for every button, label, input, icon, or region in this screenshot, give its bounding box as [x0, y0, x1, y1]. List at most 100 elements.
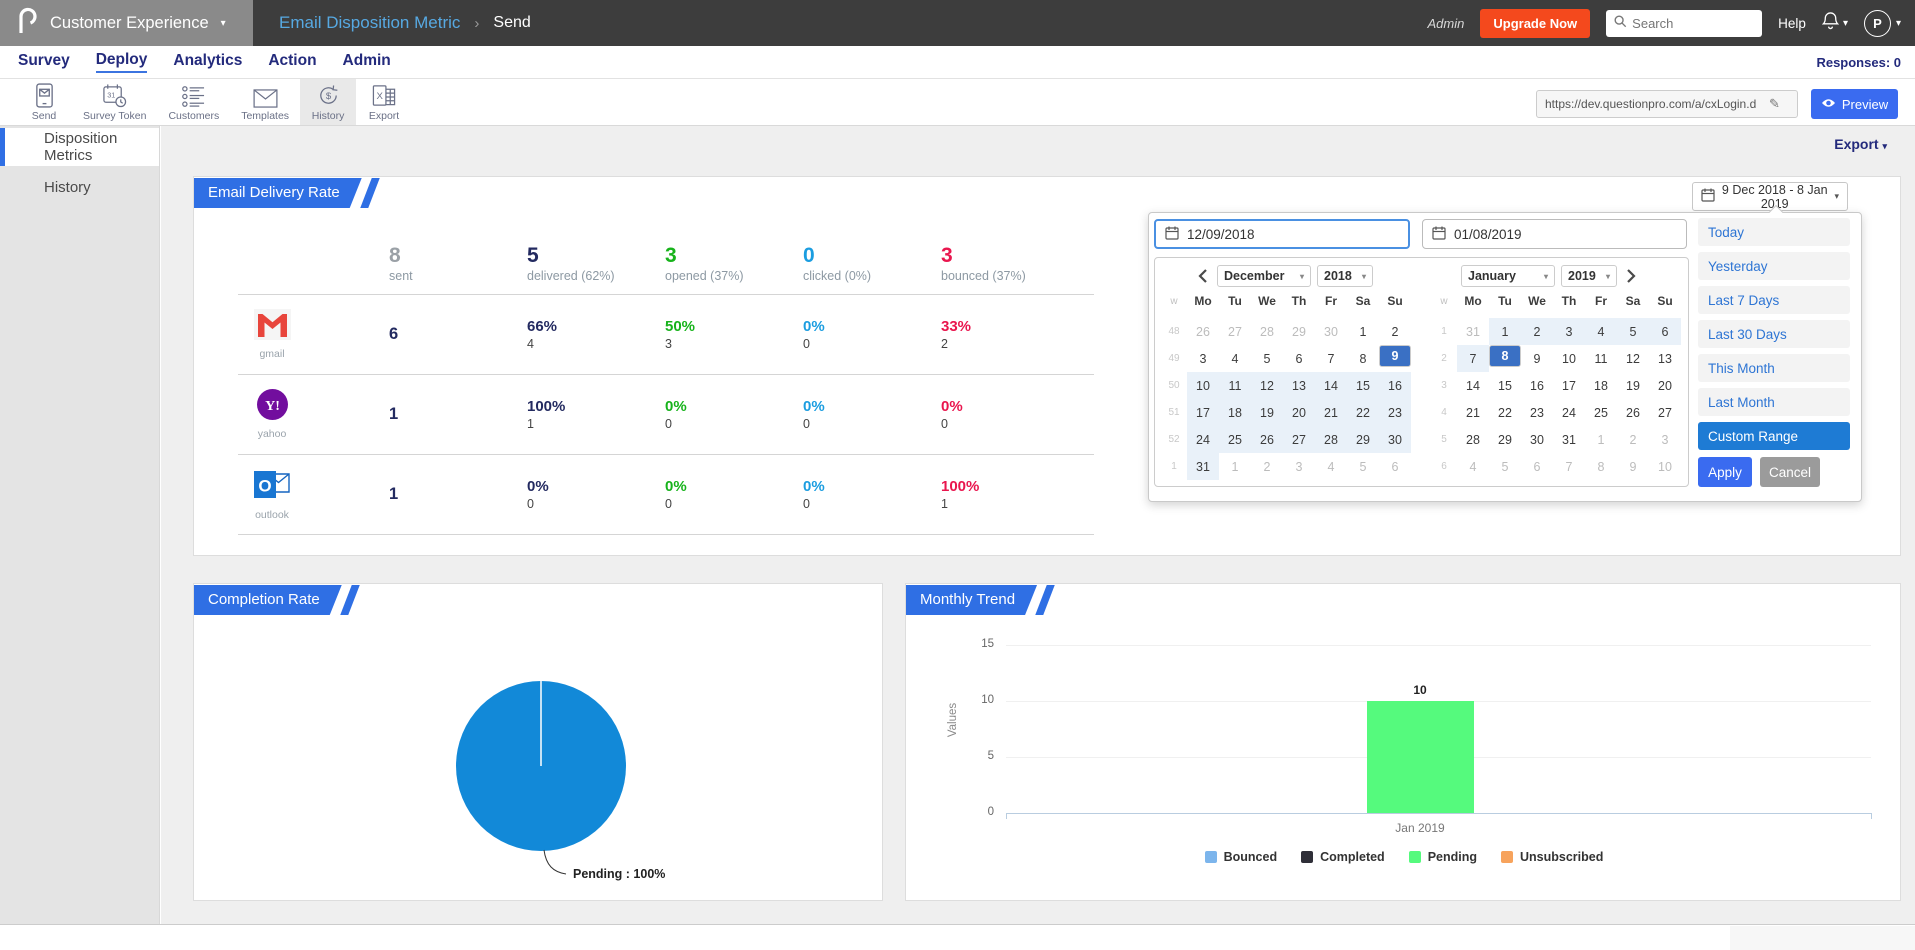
day-cell[interactable]: 7: [1565, 459, 1573, 474]
day-cell[interactable]: 1: [1489, 318, 1521, 345]
day-cell[interactable]: 28: [1466, 432, 1480, 447]
legend-item-completed[interactable]: Completed: [1301, 850, 1385, 864]
day-cell[interactable]: 26: [1251, 426, 1283, 453]
day-cell[interactable]: 25: [1219, 426, 1251, 453]
quick-range-today[interactable]: Today: [1698, 218, 1850, 246]
nav-action[interactable]: Action: [268, 52, 317, 69]
day-cell[interactable]: 30: [1379, 426, 1411, 453]
day-cell[interactable]: 29: [1498, 432, 1512, 447]
day-cell[interactable]: 28: [1315, 426, 1347, 453]
day-cell[interactable]: 8: [1359, 351, 1367, 366]
month-select[interactable]: January ▾: [1461, 265, 1555, 287]
day-cell[interactable]: 2: [1521, 318, 1553, 345]
day-cell[interactable]: 22: [1347, 399, 1379, 426]
toolbar-customers[interactable]: Customers: [157, 79, 230, 125]
day-cell[interactable]: 31: [1466, 324, 1480, 339]
day-cell[interactable]: 3: [1199, 351, 1207, 366]
help-link[interactable]: Help: [1778, 15, 1806, 31]
toolbar-export[interactable]: X Export: [356, 79, 412, 125]
cancel-button[interactable]: Cancel: [1760, 457, 1820, 487]
day-cell[interactable]: 15: [1498, 378, 1512, 393]
day-cell[interactable]: 9: [1533, 351, 1541, 366]
legend-item-bounced[interactable]: Bounced: [1204, 850, 1277, 864]
day-cell[interactable]: 30: [1530, 432, 1544, 447]
day-cell[interactable]: 3: [1661, 432, 1669, 447]
header-search[interactable]: [1606, 9, 1763, 37]
day-cell[interactable]: 31: [1187, 453, 1219, 480]
toolbar-templates[interactable]: Templates: [230, 79, 300, 125]
day-cell[interactable]: 4: [1585, 318, 1617, 345]
day-cell[interactable]: 24: [1562, 405, 1576, 420]
year-select[interactable]: 2018 ▾: [1317, 265, 1373, 287]
start-date-input[interactable]: 12/09/2018: [1154, 219, 1410, 249]
day-cell[interactable]: 2: [1629, 432, 1637, 447]
quick-range-last-month[interactable]: Last Month: [1698, 388, 1850, 416]
sidebar-item-disposition-metrics[interactable]: Disposition Metrics: [0, 128, 159, 166]
day-cell[interactable]: 17: [1187, 399, 1219, 426]
day-cell[interactable]: 13: [1283, 372, 1315, 399]
day-cell[interactable]: 11: [1594, 351, 1608, 366]
quick-range-last-7-days[interactable]: Last 7 Days: [1698, 286, 1850, 314]
day-cell[interactable]: 18: [1219, 399, 1251, 426]
day-cell[interactable]: 26: [1626, 405, 1640, 420]
day-cell[interactable]: 5: [1359, 459, 1367, 474]
day-cell[interactable]: 5: [1501, 459, 1509, 474]
day-cell[interactable]: 8: [1489, 345, 1521, 367]
day-cell[interactable]: 24: [1187, 426, 1219, 453]
day-cell[interactable]: 29: [1292, 324, 1306, 339]
day-cell[interactable]: 15: [1347, 372, 1379, 399]
day-cell[interactable]: 6: [1391, 459, 1399, 474]
notifications-button[interactable]: ▾: [1821, 11, 1848, 35]
day-cell[interactable]: 8: [1597, 459, 1605, 474]
quick-range-this-month[interactable]: This Month: [1698, 354, 1850, 382]
legend-item-unsubscribed[interactable]: Unsubscribed: [1501, 850, 1603, 864]
prev-month-arrow[interactable]: [1195, 269, 1211, 283]
quick-range-last-30-days[interactable]: Last 30 Days: [1698, 320, 1850, 348]
day-cell[interactable]: 16: [1379, 372, 1411, 399]
apply-button[interactable]: Apply: [1698, 457, 1752, 487]
toolbar-survey-token[interactable]: 31 Survey Token: [72, 79, 157, 125]
day-cell[interactable]: 4: [1469, 459, 1477, 474]
day-cell[interactable]: 27: [1283, 426, 1315, 453]
toolbar-send[interactable]: Send: [16, 79, 72, 125]
day-cell[interactable]: 22: [1498, 405, 1512, 420]
day-cell[interactable]: 1: [1359, 324, 1367, 339]
day-cell[interactable]: 9: [1629, 459, 1637, 474]
day-cell[interactable]: 1: [1231, 459, 1239, 474]
day-cell[interactable]: 5: [1617, 318, 1649, 345]
preview-button[interactable]: Preview: [1811, 89, 1898, 119]
export-dropdown[interactable]: Export ▾: [1834, 136, 1887, 152]
toolbar-history[interactable]: $ History: [300, 79, 357, 125]
day-cell[interactable]: 17: [1562, 378, 1576, 393]
day-cell[interactable]: 10: [1562, 351, 1576, 366]
nav-survey[interactable]: Survey: [18, 52, 70, 69]
day-cell[interactable]: 14: [1315, 372, 1347, 399]
survey-url-field[interactable]: https://dev.questionpro.com/a/cxLogin.d …: [1536, 90, 1798, 118]
nav-deploy[interactable]: Deploy: [95, 51, 148, 73]
day-cell[interactable]: 27: [1658, 405, 1672, 420]
day-cell[interactable]: 1: [1597, 432, 1605, 447]
upgrade-now-button[interactable]: Upgrade Now: [1480, 8, 1591, 38]
next-month-arrow[interactable]: [1623, 269, 1639, 283]
day-cell[interactable]: 12: [1251, 372, 1283, 399]
day-cell[interactable]: 20: [1283, 399, 1315, 426]
legend-item-pending[interactable]: Pending: [1408, 850, 1477, 864]
day-cell[interactable]: 27: [1228, 324, 1242, 339]
day-cell[interactable]: 13: [1658, 351, 1672, 366]
day-cell[interactable]: 3: [1553, 318, 1585, 345]
day-cell[interactable]: 18: [1594, 378, 1608, 393]
day-cell[interactable]: 21: [1315, 399, 1347, 426]
day-cell[interactable]: 5: [1263, 351, 1271, 366]
day-cell[interactable]: 21: [1466, 405, 1480, 420]
day-cell[interactable]: 12: [1626, 351, 1640, 366]
end-date-input[interactable]: 01/08/2019: [1422, 219, 1687, 249]
day-cell[interactable]: 25: [1594, 405, 1608, 420]
day-cell[interactable]: 4: [1327, 459, 1335, 474]
day-cell[interactable]: 23: [1530, 405, 1544, 420]
month-select[interactable]: December ▾: [1217, 265, 1311, 287]
day-cell[interactable]: 6: [1295, 351, 1303, 366]
day-cell[interactable]: 2: [1391, 324, 1399, 339]
day-cell[interactable]: 11: [1219, 372, 1251, 399]
quick-range-yesterday[interactable]: Yesterday: [1698, 252, 1850, 280]
nav-analytics[interactable]: Analytics: [173, 52, 243, 69]
